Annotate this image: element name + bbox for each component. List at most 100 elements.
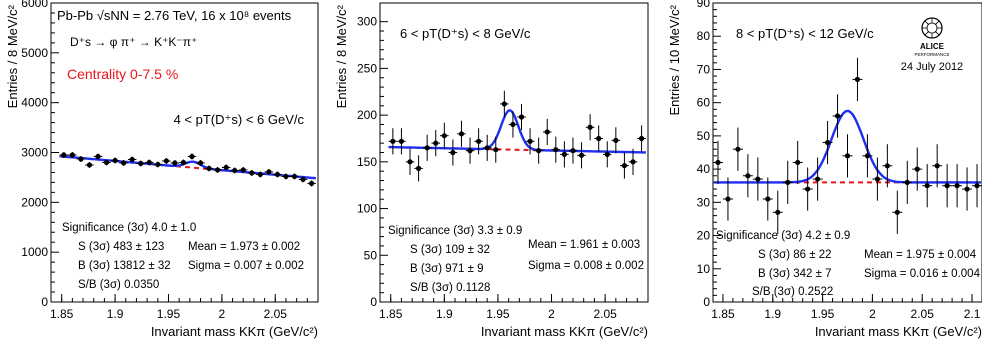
y-tick-label: 4000 xyxy=(21,96,48,110)
pt-range-label: 4 < pT(D⁺s) < 6 GeV/c xyxy=(174,112,305,127)
data-point xyxy=(85,161,94,168)
y-tick-label: 2000 xyxy=(21,195,48,209)
data-point xyxy=(713,140,723,185)
data-point xyxy=(68,152,77,158)
point-marker xyxy=(745,173,751,179)
point-marker xyxy=(407,159,413,165)
fit-stat-text: B (3σ) 971 ± 9 xyxy=(410,263,484,275)
y-axis-title: Entries / 8 MeV/c² xyxy=(5,4,20,108)
data-point xyxy=(637,125,646,152)
y-tick-label: 0 xyxy=(370,295,377,309)
point-marker xyxy=(884,163,890,169)
point-marker xyxy=(536,148,542,154)
point-marker xyxy=(974,183,980,189)
point-marker xyxy=(206,165,212,172)
logo-text: ALICE xyxy=(920,42,945,51)
point-marker xyxy=(61,152,67,158)
decay-channel-label: D⁺s → φ π⁺ → K⁺K⁻π⁺ xyxy=(70,35,197,49)
data-point xyxy=(508,111,518,138)
data-point xyxy=(611,127,621,154)
point-marker xyxy=(129,156,135,163)
data-point xyxy=(577,142,586,169)
point-marker xyxy=(257,171,263,178)
point-marker xyxy=(570,148,576,154)
data-point xyxy=(144,159,154,166)
point-marker xyxy=(69,152,75,158)
data-point xyxy=(882,144,893,188)
data-point xyxy=(922,164,933,208)
x-tick-label: 1.85 xyxy=(711,307,735,321)
data-point xyxy=(187,153,197,160)
point-marker xyxy=(197,160,204,166)
chart-panel-1: 0 1000 2000 3000 4000 5000 6000 1.85 1.9 1.95 2 2.0… xyxy=(5,0,319,339)
fit-stat-text: Mean = 1.973 ± 0.002 xyxy=(188,241,300,253)
date-label: 24 July 2012 xyxy=(901,61,963,73)
x-axis-title: Invariant mass KKπ (GeV/c²) xyxy=(815,324,982,339)
y-tick-label: 90 xyxy=(697,0,711,10)
data-point xyxy=(213,166,222,173)
point-marker xyxy=(964,186,970,192)
fit-stat-text: Sigma = 0.008 ± 0.002 xyxy=(528,260,644,272)
data-point xyxy=(388,128,398,155)
data-point xyxy=(500,90,509,117)
fit-stat-text: Sigma = 0.016 ± 0.004 xyxy=(864,268,981,280)
point-marker xyxy=(630,159,636,165)
point-marker xyxy=(103,159,110,166)
point-marker xyxy=(954,183,960,189)
x-tick-label: 1.95 xyxy=(157,307,181,321)
point-marker xyxy=(844,153,851,159)
data-point xyxy=(812,157,823,201)
data-point xyxy=(102,159,111,166)
x-tick-label: 2.05 xyxy=(593,307,617,321)
x-tick-label: 1.9 xyxy=(436,307,453,321)
y-tick-label: 20 xyxy=(697,229,711,243)
fit-stat-text: Sigma = 0.007 ± 0.002 xyxy=(188,260,304,272)
y-tick-label: 50 xyxy=(364,248,378,262)
data-point xyxy=(722,177,733,221)
point-marker xyxy=(638,135,645,142)
data-point xyxy=(772,190,783,234)
data-point xyxy=(872,157,883,201)
point-marker xyxy=(78,156,84,162)
point-marker xyxy=(232,167,238,174)
data-point xyxy=(742,154,753,198)
data-point xyxy=(525,128,535,155)
data-point xyxy=(298,176,308,183)
point-marker xyxy=(249,170,255,176)
point-marker xyxy=(415,165,422,171)
logo-spoke xyxy=(924,31,929,36)
point-marker xyxy=(138,160,144,167)
data-point xyxy=(264,168,274,175)
data-point xyxy=(405,148,415,175)
point-marker xyxy=(604,151,610,157)
data-point xyxy=(307,180,316,187)
chart-panel-2: 0 50 100 150 200 250 300 1.85 1.9 1.95 2 2.05 Invari… xyxy=(334,2,649,339)
point-marker xyxy=(904,179,910,185)
data-point xyxy=(602,141,612,168)
point-marker xyxy=(424,145,430,151)
data-point xyxy=(136,160,145,167)
point-marker xyxy=(501,101,507,107)
point-marker xyxy=(458,131,465,137)
data-point xyxy=(594,125,603,152)
point-marker xyxy=(735,146,741,152)
point-marker xyxy=(795,159,801,166)
data-point xyxy=(76,155,86,162)
data-point xyxy=(802,167,813,211)
data-point xyxy=(852,57,863,102)
point-marker xyxy=(914,166,920,172)
logo-subtext: PERFORMANCE xyxy=(914,52,949,57)
data-point xyxy=(59,152,69,158)
data-point xyxy=(912,147,923,191)
point-marker xyxy=(121,160,127,166)
x-axis-title: Invariant mass KKπ (GeV/c²) xyxy=(481,324,648,339)
fit-stat-text: S (3σ) 483 ± 123 xyxy=(78,241,164,253)
data-point xyxy=(932,144,943,188)
point-marker xyxy=(180,159,187,166)
data-point xyxy=(752,157,763,201)
point-marker xyxy=(493,147,499,153)
point-marker xyxy=(934,163,940,169)
y-tick-label: 60 xyxy=(697,96,711,110)
y-tick-label: 5000 xyxy=(21,46,48,60)
